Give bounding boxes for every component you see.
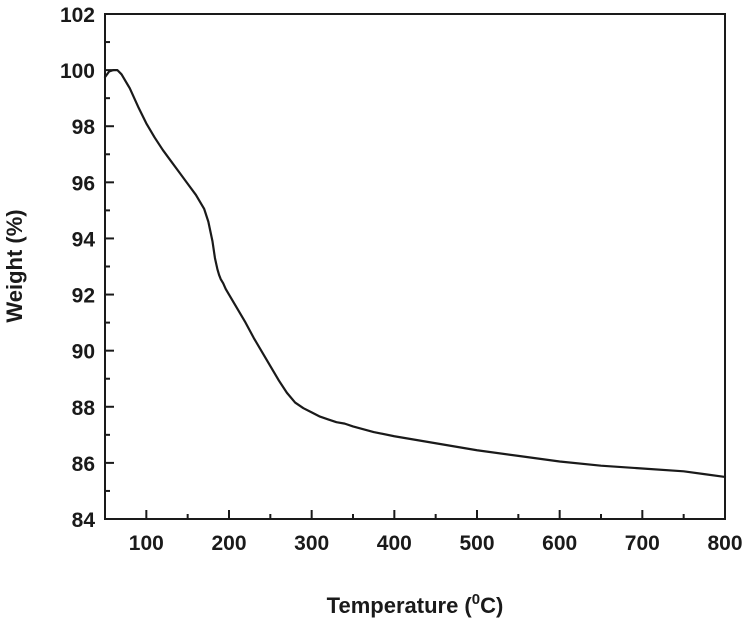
x-tick-label: 600 [542,532,577,555]
x-tick-label: 700 [625,532,660,555]
x-tick-label: 500 [459,532,494,555]
y-tick-label: 102 [60,4,95,27]
y-tick-label: 90 [72,341,95,364]
plot-frame [104,13,726,520]
y-tick-label: 100 [60,60,95,83]
x-tick-label: 400 [377,532,412,555]
y-tick-label: 92 [72,285,95,308]
y-tick-label: 88 [72,397,96,420]
x-tick-label: 200 [211,532,246,555]
x-axis-title: Temperature (0C) [327,591,504,618]
x-tick-label: 300 [294,532,329,555]
y-axis-title: Weight (%) [2,209,27,322]
axis-ticks [105,13,726,520]
tick-labels: 100 200 300 400 500 600 700 800 84 86 88 90 92 94 96 98… [60,4,743,555]
y-tick-label: 98 [72,116,96,139]
y-tick-label: 86 [72,453,95,476]
weight-loss-curve [103,69,727,479]
y-tick-label: 96 [72,172,95,195]
y-tick-label: 94 [72,228,96,251]
x-tick-label: 100 [129,532,164,555]
y-tick-label: 84 [72,509,96,532]
x-tick-label: 800 [707,532,742,555]
